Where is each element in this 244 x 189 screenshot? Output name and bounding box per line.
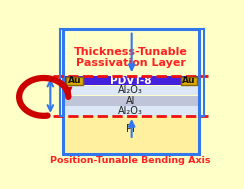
Text: Al₂O₃: Al₂O₃	[118, 85, 143, 95]
Text: Al₂O₃: Al₂O₃	[118, 106, 143, 116]
Bar	[66, 77, 82, 84]
Text: Thickness-Tunable
Passivation Layer: Thickness-Tunable Passivation Layer	[74, 47, 188, 68]
Text: Au: Au	[68, 76, 81, 85]
Text: Al: Al	[126, 96, 135, 106]
Bar	[63, 116, 199, 154]
Text: PDVT-8: PDVT-8	[110, 76, 152, 86]
Text: Position-Tunable Bending Axis: Position-Tunable Bending Axis	[51, 156, 211, 165]
Text: PI: PI	[126, 124, 135, 134]
Bar	[63, 29, 199, 154]
Bar	[63, 86, 199, 95]
Bar	[181, 77, 197, 84]
Bar	[63, 76, 199, 85]
Bar	[63, 106, 199, 116]
Bar	[63, 96, 199, 106]
Text: Au: Au	[182, 76, 196, 85]
Bar	[63, 29, 199, 154]
